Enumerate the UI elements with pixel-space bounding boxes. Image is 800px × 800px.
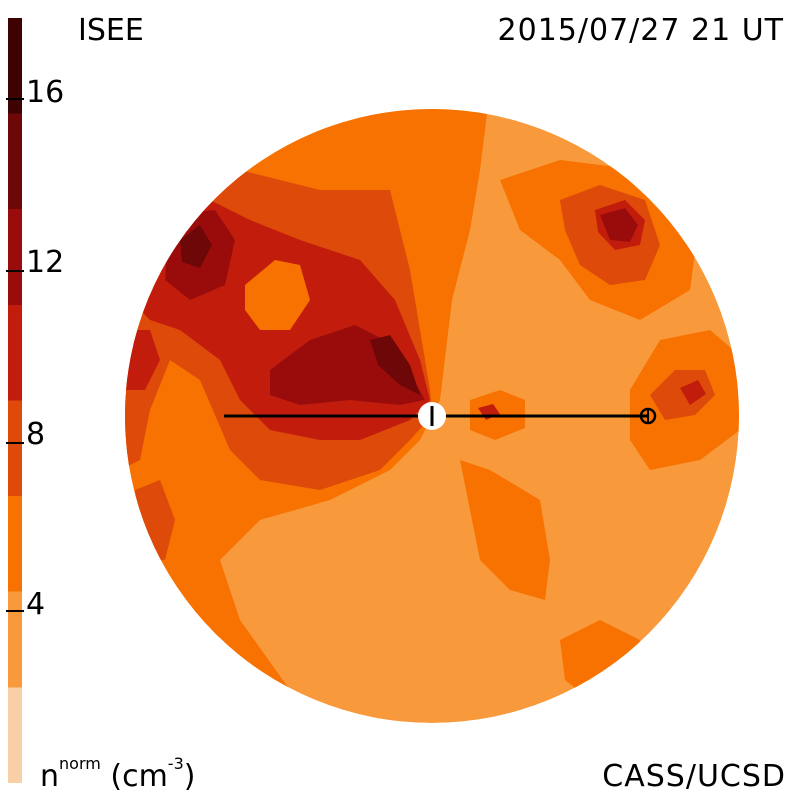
- units-open: (cm: [100, 759, 168, 794]
- model-title: ISEE: [78, 13, 144, 48]
- colorbar-tick-label: 8: [26, 417, 46, 452]
- contour-level-6: [180, 225, 212, 268]
- colorbar-tick-label: 4: [26, 587, 46, 622]
- colorbar-tick-mark: [6, 442, 24, 444]
- timestamp: 2015/07/27 21 UT: [497, 13, 784, 48]
- colorbar-tick-label: 12: [26, 245, 65, 280]
- contour-level-2: [245, 260, 310, 330]
- color-scale-bar: [8, 18, 22, 783]
- units-exponent: -3: [167, 754, 184, 773]
- credit-label: CASS/UCSD: [602, 759, 786, 794]
- colorbar-tick-mark: [6, 98, 24, 100]
- units-superscript: norm: [59, 754, 101, 773]
- units-label: nnorm (cm-3): [40, 756, 196, 794]
- contour-level-2: [460, 460, 550, 600]
- colorbar-tick-mark: [6, 610, 24, 612]
- units-base: n: [40, 759, 60, 794]
- colorbar-tick-label: 16: [26, 75, 65, 110]
- colorbar-tick-mark: [6, 270, 24, 272]
- contour-level-4: [680, 380, 706, 405]
- contour-level-5: [600, 208, 638, 242]
- contour-level-6: [370, 335, 420, 395]
- units-close: ): [183, 759, 196, 794]
